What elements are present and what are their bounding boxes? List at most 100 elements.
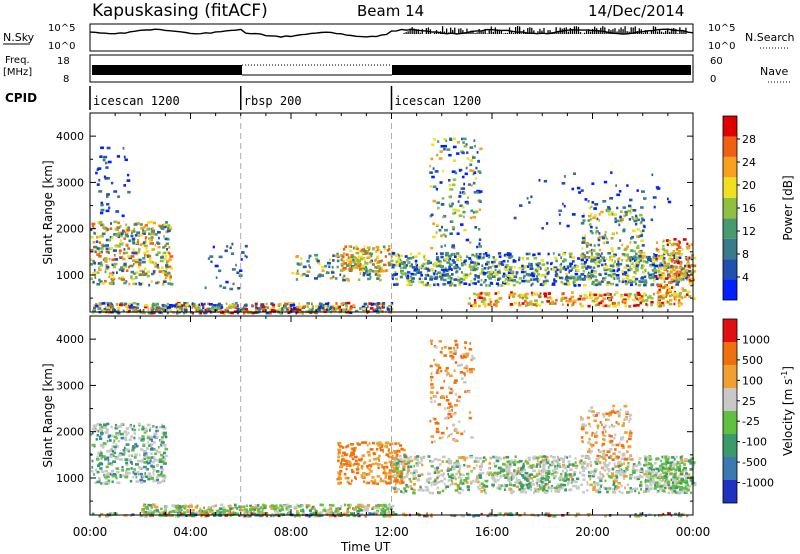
scatter-cell [291, 302, 295, 306]
scatter-cell [530, 283, 533, 287]
scatter-cell [336, 477, 339, 481]
scatter-cell [484, 292, 489, 295]
scatter-cell [119, 256, 123, 259]
scatter-cell [616, 193, 621, 197]
y-tick-label: 2000 [56, 223, 84, 236]
scatter-cell [585, 275, 589, 279]
scatter-cell [526, 477, 530, 480]
scatter-cell [449, 188, 454, 191]
scatter-cell [385, 514, 389, 518]
scatter-cell [351, 447, 355, 451]
scatter-cell [143, 241, 146, 244]
scatter-cell [412, 488, 416, 492]
scatter-cell [633, 280, 637, 283]
scatter-cell [125, 471, 129, 475]
scatter-cell [494, 456, 498, 459]
scatter-cell [102, 455, 107, 459]
scatter-cell [102, 445, 105, 449]
scatter-cell [403, 462, 407, 465]
scatter-cell [589, 276, 593, 280]
scatter-cell [104, 480, 108, 484]
scatter-cell [409, 277, 412, 280]
scatter-cell [566, 283, 571, 286]
scatter-cell [380, 251, 383, 254]
scatter-cell [478, 199, 481, 202]
scatter-cell [480, 291, 483, 295]
scatter-cell [570, 488, 573, 491]
scatter-cell [345, 277, 350, 281]
scatter-cell [339, 469, 343, 473]
scatter-cell [608, 456, 611, 459]
scatter-cell [121, 276, 125, 279]
scatter-cell [142, 510, 145, 514]
scatter-cell [544, 491, 548, 494]
scatter-cell [179, 304, 184, 308]
scatter-cell [302, 265, 307, 269]
scatter-cell [118, 458, 122, 461]
scatter-cell [383, 263, 387, 267]
scatter-cell [688, 256, 690, 260]
scatter-cell [390, 442, 394, 446]
scatter-cell [280, 505, 284, 509]
scatter-cell [130, 303, 133, 307]
scatter-cell [365, 267, 368, 271]
scatter-cell [641, 471, 645, 474]
scatter-cell [618, 190, 622, 193]
scatter-cell [662, 257, 666, 260]
scatter-cell [243, 305, 245, 309]
scatter-cell [603, 463, 608, 467]
scatter-cell [92, 226, 95, 230]
scatter-cell [482, 460, 485, 463]
date-title: 14/Dec/2014 [588, 2, 684, 20]
scatter-cell [351, 266, 354, 269]
scatter-cell [111, 434, 114, 438]
scatter-cell [623, 248, 627, 252]
scatter-cell [595, 462, 599, 465]
scatter-cell [400, 462, 405, 466]
scatter-cell [477, 485, 480, 489]
scatter-cell [381, 504, 384, 508]
scatter-cell [92, 272, 96, 275]
scatter-cell [113, 220, 118, 224]
scatter-cell [414, 259, 418, 263]
scatter-cell [344, 503, 347, 507]
scatter-cell [125, 448, 130, 451]
scatter-cell [540, 474, 545, 478]
beam-title: Beam 14 [357, 2, 424, 20]
scatter-cell [99, 437, 103, 441]
scatter-cell [547, 486, 550, 489]
scatter-cell [491, 476, 495, 479]
scatter-cell [451, 479, 453, 483]
scatter-cell [527, 487, 532, 491]
scatter-cell [112, 249, 117, 252]
scatter-cell [688, 282, 693, 285]
scatter-cell [693, 270, 696, 273]
scatter-cell [451, 220, 454, 223]
scatter-cell [418, 280, 420, 284]
scatter-cell [525, 292, 529, 296]
scatter-cell [150, 236, 154, 239]
scatter-cell [605, 241, 609, 244]
scatter-cell [456, 232, 460, 235]
scatter-cell [110, 282, 115, 286]
scatter-cell [607, 207, 612, 211]
scatter-cell [350, 255, 354, 259]
scatter-cell [666, 243, 669, 246]
scatter-cell [350, 268, 353, 272]
scatter-cell [384, 461, 388, 465]
scatter-cell [629, 198, 633, 202]
scatter-cell [143, 429, 147, 432]
scatter-cell [270, 309, 275, 312]
scatter-cell [518, 256, 521, 260]
scatter-cell [481, 471, 485, 475]
scatter-cell [308, 256, 311, 260]
scatter-cell [410, 471, 414, 475]
scatter-cell [673, 260, 676, 264]
nsearch-series [403, 26, 687, 34]
scatter-cell [420, 473, 424, 476]
scatter-cell [487, 255, 491, 259]
scatter-cell [611, 474, 615, 478]
scatter-cell [387, 261, 391, 265]
scatter-cell [427, 269, 431, 272]
scatter-cell [564, 277, 568, 281]
